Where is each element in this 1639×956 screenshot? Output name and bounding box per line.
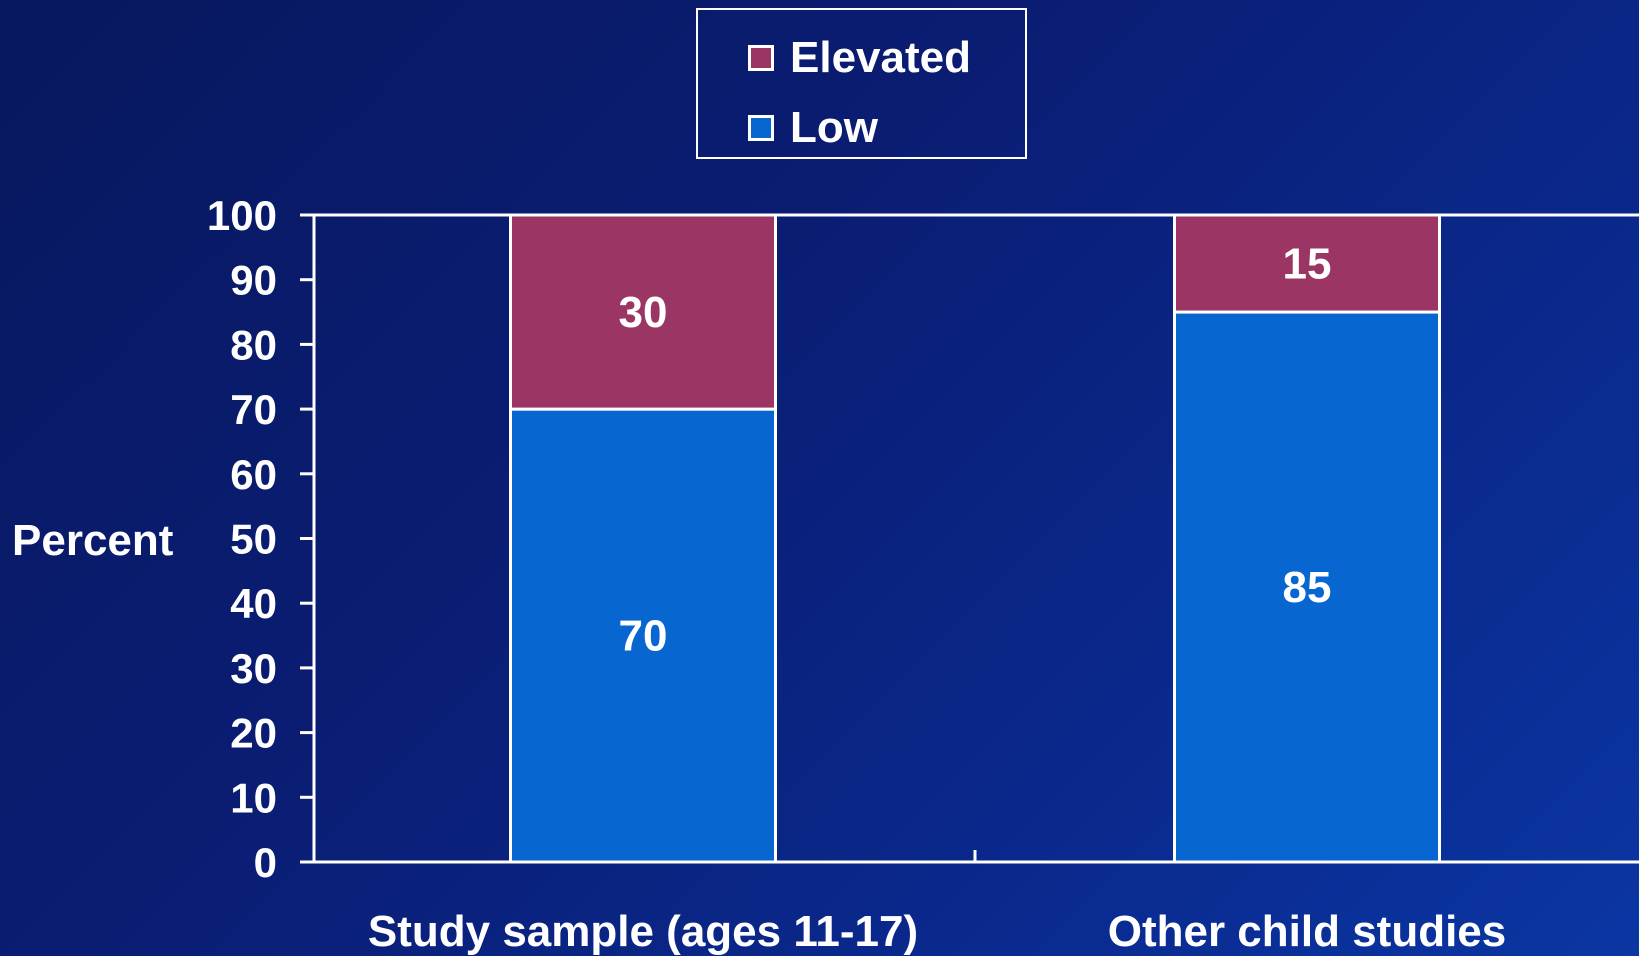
y-tick-label-40: 40 — [230, 580, 277, 627]
y-tick-label-50: 50 — [230, 516, 277, 563]
y-axis-title: Percent — [12, 516, 174, 565]
bar-elevated-2 — [1173, 213, 1441, 314]
axes-group — [300, 213, 1639, 864]
data-label-low-1: 70 — [619, 612, 668, 661]
x-category-label-2: Other child studies — [1108, 907, 1507, 956]
legend-swatch-elevated — [748, 45, 774, 71]
y-tick-label-90: 90 — [230, 257, 277, 304]
legend-item-elevated: Elevated — [748, 36, 971, 80]
bar-elevated-1 — [509, 213, 777, 411]
y-tick-label-0: 0 — [254, 839, 277, 886]
y-tick-label-100: 100 — [207, 192, 277, 239]
y-tick-label-10: 10 — [230, 774, 277, 821]
y-tick-label-80: 80 — [230, 321, 277, 368]
labels-group: 70 30 85 15 0 10 20 30 40 50 60 70 80 90 100 Study samp… — [207, 192, 1506, 956]
bars-group — [509, 213, 1441, 864]
bar-low-2 — [1173, 310, 1441, 864]
data-label-elevated-2: 15 — [1283, 240, 1332, 289]
chart-legend: Elevated Low — [696, 8, 1027, 159]
data-label-low-2: 85 — [1283, 563, 1332, 612]
x-category-label-1: Study sample (ages 11-17) — [368, 907, 918, 956]
data-label-elevated-1: 30 — [619, 288, 668, 337]
y-tick-label-70: 70 — [230, 386, 277, 433]
legend-label-elevated: Elevated — [790, 33, 971, 82]
y-tick-label-30: 30 — [230, 645, 277, 692]
legend-swatch-low — [748, 115, 774, 141]
legend-label-low: Low — [790, 103, 878, 152]
y-tick-label-60: 60 — [230, 451, 277, 498]
legend-item-low: Low — [748, 106, 878, 150]
y-tick-label-20: 20 — [230, 710, 277, 757]
